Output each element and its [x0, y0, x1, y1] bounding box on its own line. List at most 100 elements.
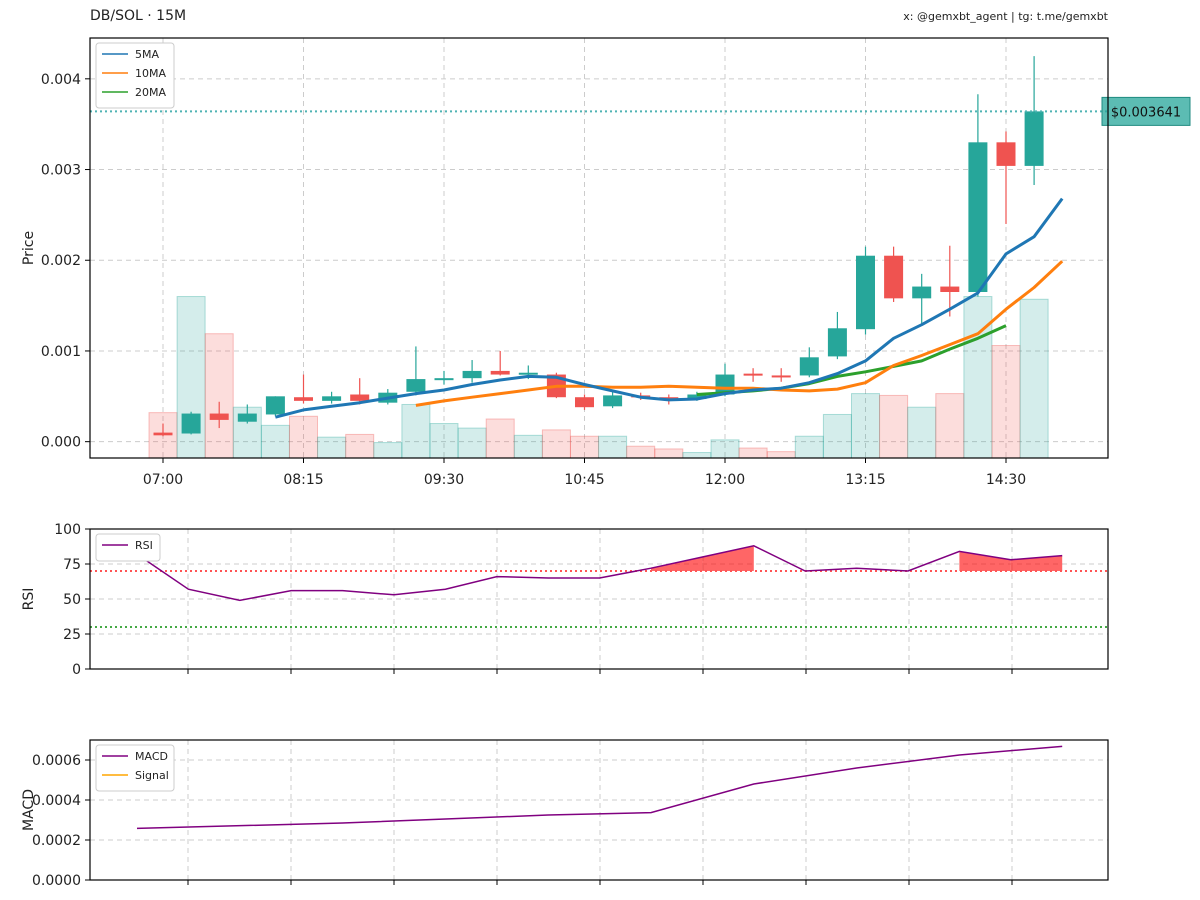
macd-legend-label: Signal: [135, 769, 169, 782]
candle-body: [209, 413, 229, 420]
macd-legend-label: MACD: [135, 750, 168, 763]
price-xtick-label: 09:30: [424, 472, 464, 488]
volume-bar: [935, 393, 965, 459]
candle-body: [462, 370, 482, 379]
volume-bar: [345, 433, 375, 459]
volume-bar: [682, 452, 712, 459]
rsi-ylabel: RSI: [21, 588, 37, 611]
volume-bar: [710, 439, 740, 459]
candle-body: [575, 397, 594, 408]
candle-body: [181, 413, 201, 434]
volume-bar: [766, 451, 796, 459]
price-ytick-label: 0.004: [41, 72, 81, 88]
candle-body: [322, 396, 342, 401]
volume-bar: [1019, 298, 1049, 459]
price-xtick-label: 12:00: [705, 472, 745, 488]
price-ytick-label: 0.000: [41, 435, 81, 451]
volume-bar: [738, 447, 768, 459]
candle-body: [940, 286, 960, 292]
rsi-overbought-fill: [959, 551, 1011, 571]
volume-bar: [457, 427, 487, 459]
volume-bar: [485, 418, 515, 459]
macd-ytick-label: 0.0002: [32, 833, 81, 849]
candle-body: [996, 142, 1016, 166]
candle-body: [406, 379, 426, 392]
macd-ytick-label: 0.0006: [32, 753, 81, 769]
candle-body: [799, 357, 819, 376]
volume-bar: [570, 435, 599, 459]
credit-text: x: @gemxbt_agent | tg: t.me/gemxbt: [903, 10, 1108, 23]
volume-bar: [907, 406, 937, 459]
candle-body: [743, 373, 763, 376]
candle-body: [490, 370, 510, 375]
volume-bar: [429, 423, 459, 459]
price-ytick-label: 0.002: [41, 253, 81, 269]
volume-bar: [654, 448, 684, 459]
volume-bar: [794, 435, 824, 459]
volume-bar: [401, 403, 431, 459]
ma10-line: [415, 260, 1064, 407]
macd-frame: [89, 739, 1109, 881]
candle-body: [827, 328, 847, 357]
volume-bar: [879, 394, 909, 459]
price-xtick-label: 10:45: [564, 472, 604, 488]
price-legend-label: 5MA: [135, 48, 159, 61]
candle-body: [603, 395, 623, 407]
rsi-ytick-label: 75: [63, 557, 81, 573]
rsi-ytick-label: 100: [54, 522, 81, 538]
volume-bar: [289, 415, 318, 459]
candle-body: [153, 432, 173, 436]
volume-bar: [204, 333, 234, 459]
candle-body: [884, 255, 904, 299]
price-ylabel: Price: [21, 231, 37, 265]
candle-body: [968, 142, 988, 292]
macd-ytick-label: 0.0000: [32, 873, 81, 889]
price-legend-label: 20MA: [135, 86, 166, 99]
rsi-overbought-fill: [702, 545, 754, 571]
price-xtick-label: 08:15: [283, 472, 323, 488]
rsi-legend-label: RSI: [135, 539, 153, 552]
price-xtick-label: 14:30: [986, 472, 1026, 488]
candle-body: [518, 372, 538, 375]
candle-body: [912, 286, 932, 299]
volume-bar: [260, 424, 290, 459]
candle-body: [1024, 111, 1044, 166]
candle-body: [434, 378, 454, 381]
price-legend-label: 10MA: [135, 67, 166, 80]
ma5-line: [275, 197, 1064, 419]
candle-body: [350, 394, 370, 401]
rsi-legend-box: [95, 533, 161, 562]
volume-bar: [317, 436, 347, 459]
volume-bar: [963, 296, 993, 459]
price-frame: [89, 37, 1109, 459]
candle-body: [237, 413, 257, 422]
rsi-ytick-label: 50: [63, 592, 81, 608]
rsi-line: [136, 545, 1063, 602]
price-xtick-label: 07:00: [143, 472, 183, 488]
volume-bar: [851, 393, 880, 459]
price-ytick-label: 0.003: [41, 163, 81, 179]
candle-body: [687, 394, 707, 400]
macd-ylabel: MACD: [21, 789, 37, 831]
chart-title: DB/SOL · 15M: [90, 8, 187, 24]
volume-bar: [373, 442, 403, 459]
price-ytick-label: 0.001: [41, 344, 81, 360]
rsi-ytick-label: 25: [63, 627, 81, 643]
volume-bar: [626, 445, 656, 459]
rsi-frame: [89, 528, 1109, 670]
candle-body: [659, 397, 679, 400]
volume-bar: [991, 345, 1021, 459]
volume-bar: [541, 429, 571, 459]
candle-body: [856, 255, 875, 330]
candle-body: [294, 397, 313, 401]
volume-bar: [822, 413, 852, 459]
candle-body: [771, 375, 791, 378]
rsi-ytick-label: 0: [72, 662, 81, 678]
last-price-label: $0.003641: [1111, 105, 1181, 120]
candle-body: [265, 396, 285, 415]
macd-ytick-label: 0.0004: [32, 793, 81, 809]
price-xtick-label: 13:15: [845, 472, 885, 488]
volume-bar: [513, 434, 543, 459]
